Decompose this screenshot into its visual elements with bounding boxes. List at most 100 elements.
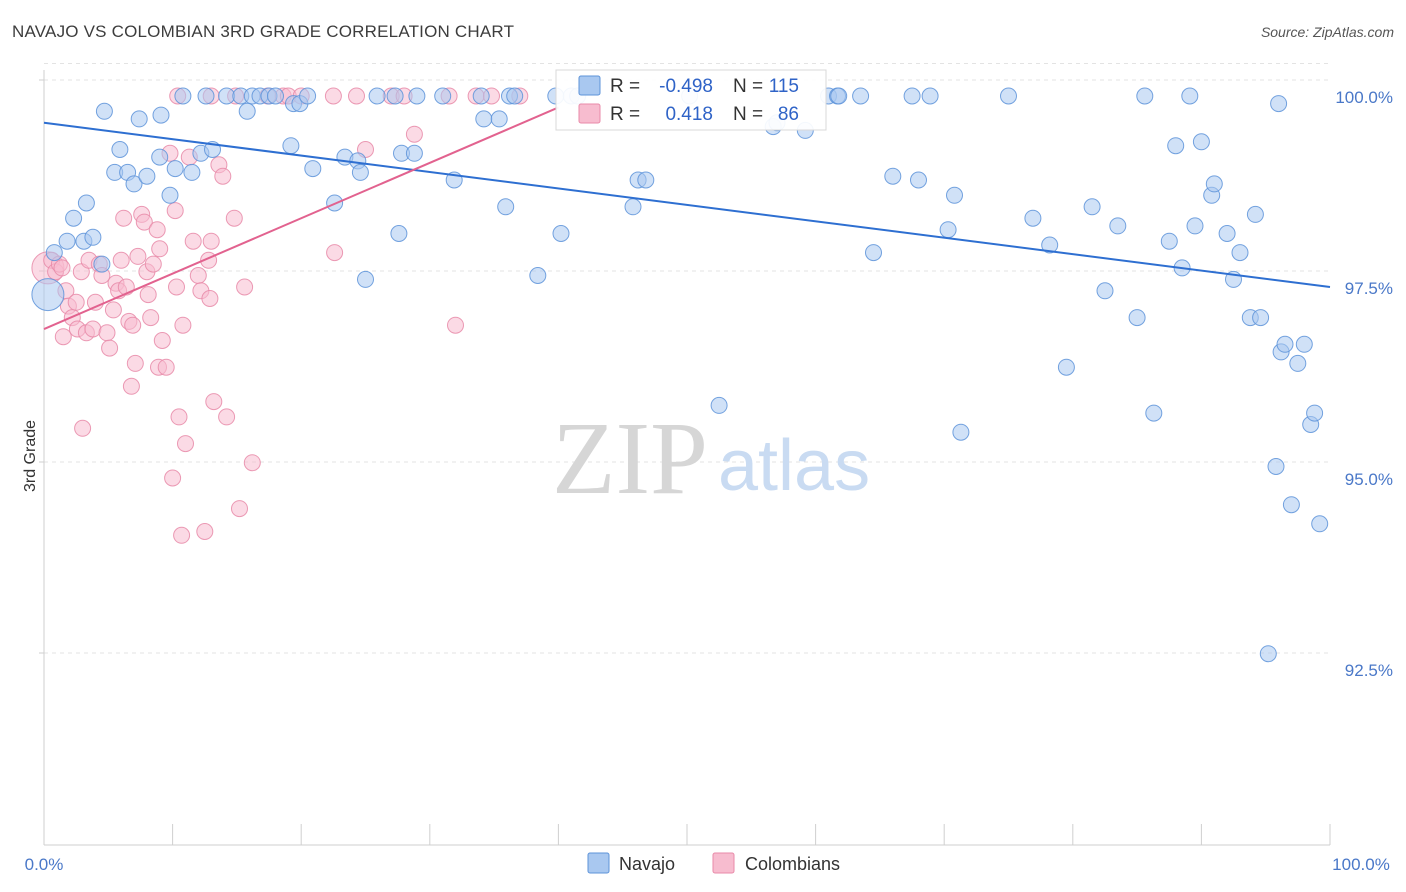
colombian-trend-line — [43, 106, 559, 330]
colombian-points — [31, 87, 529, 544]
navajo-point — [1295, 335, 1313, 353]
navajo-point — [1186, 217, 1204, 235]
navajo-point — [952, 423, 970, 441]
navajo-point — [472, 87, 490, 105]
stats-legend-frame — [555, 69, 827, 131]
legend-label-colombians: Colombians — [745, 854, 840, 874]
legend-swatch-navajo — [587, 852, 610, 874]
navajo-point — [125, 175, 143, 193]
navajo-point — [386, 87, 404, 105]
colombian-point — [53, 259, 71, 277]
navajo-point — [946, 186, 963, 204]
colombian-point — [201, 290, 219, 307]
navajo-point — [238, 102, 256, 120]
colombian-point — [54, 328, 72, 346]
navajo-point — [390, 225, 408, 242]
y-tick-label: 97.5% — [1345, 279, 1393, 298]
colombian-point — [184, 232, 202, 250]
navajo-stat-swatch — [578, 75, 601, 96]
navajo-point — [161, 186, 179, 204]
colombian-point — [231, 500, 248, 518]
colombian-point — [236, 278, 254, 296]
navajo-point — [1259, 645, 1277, 663]
navajo-point — [405, 144, 423, 162]
navajo-point — [218, 87, 236, 105]
y-tick-label: 100.0% — [1335, 88, 1393, 107]
navajo-point — [65, 209, 83, 227]
navajo-n-value: 115 — [769, 76, 799, 97]
navajo-point — [490, 110, 508, 128]
navajo-point — [1270, 95, 1288, 113]
colombian-point — [153, 332, 171, 349]
colombian-point — [142, 309, 160, 327]
navajo-point — [1083, 198, 1101, 216]
colombian-point — [177, 435, 194, 453]
colombian-point — [196, 523, 214, 540]
colombian-point — [214, 167, 232, 185]
colombian-stat-swatch — [578, 103, 601, 124]
navajo-point — [58, 232, 76, 250]
navajo-point — [95, 102, 113, 120]
colombian-point — [243, 454, 261, 472]
watermark-atlas: atlas — [718, 426, 870, 506]
colombian-point — [166, 202, 184, 220]
colombian-point — [135, 213, 153, 231]
watermark: ZIP atlas — [552, 401, 870, 516]
navajo-r-value: -0.498 — [659, 76, 713, 97]
colombian-point — [104, 301, 122, 319]
navajo-point — [1306, 404, 1324, 422]
navajo-point — [1282, 496, 1300, 514]
navajo-point — [939, 221, 957, 239]
colombian-point — [225, 209, 243, 227]
y-axis-label: 3rd Grade — [22, 420, 39, 492]
colombian-point — [348, 87, 365, 105]
navajo-point — [1276, 335, 1294, 353]
colombian-point — [189, 267, 207, 284]
navajo-point — [1181, 87, 1199, 105]
y-tick-labels: 92.5% 95.0% 97.5% 100.0% — [1335, 88, 1393, 680]
navajo-point — [408, 87, 426, 105]
navajo-point — [710, 396, 728, 414]
navajo-point — [197, 87, 215, 105]
navajo-point — [1160, 232, 1178, 250]
chart-title: NAVAJO VS COLOMBIAN 3RD GRADE CORRELATIO… — [12, 22, 515, 41]
colombian-point — [129, 247, 147, 265]
grid-lines — [39, 62, 1330, 654]
colombian-n-label: N = — [733, 104, 763, 125]
navajo-point — [624, 198, 642, 216]
navajo-point — [152, 106, 170, 124]
colombian-point — [205, 393, 223, 411]
navajo-r-label: R = — [610, 76, 640, 97]
navajo-point — [304, 160, 322, 178]
navajo-point — [1096, 282, 1114, 300]
navajo-point — [45, 244, 63, 262]
navajo-point — [130, 110, 148, 128]
colombian-point — [98, 324, 116, 342]
navajo-point — [351, 163, 369, 181]
colombian-point — [218, 408, 236, 426]
navajo-point — [183, 163, 201, 181]
navajo-point — [921, 87, 939, 105]
navajo-point — [884, 167, 902, 185]
colombian-point — [67, 293, 85, 311]
navajo-point — [77, 194, 95, 212]
navajo-point — [1145, 404, 1163, 422]
colombian-point — [115, 209, 133, 227]
legend-swatch-colombians — [712, 852, 735, 874]
navajo-point — [1218, 225, 1236, 242]
navajo-point — [1205, 175, 1223, 193]
colombian-point — [157, 358, 175, 376]
navajo-point — [1311, 515, 1329, 533]
colombian-point — [168, 278, 185, 296]
colombian-point — [148, 221, 166, 239]
colombian-point — [84, 320, 102, 338]
colombian-point — [164, 469, 182, 487]
navajo-point — [475, 110, 493, 128]
navajo-point — [1024, 209, 1042, 227]
navajo-point — [151, 148, 169, 166]
navajo-point — [852, 87, 870, 105]
navajo-point — [830, 87, 848, 105]
navajo-point — [1192, 133, 1210, 151]
navajo-point — [111, 141, 129, 158]
navajo-point — [865, 244, 882, 262]
